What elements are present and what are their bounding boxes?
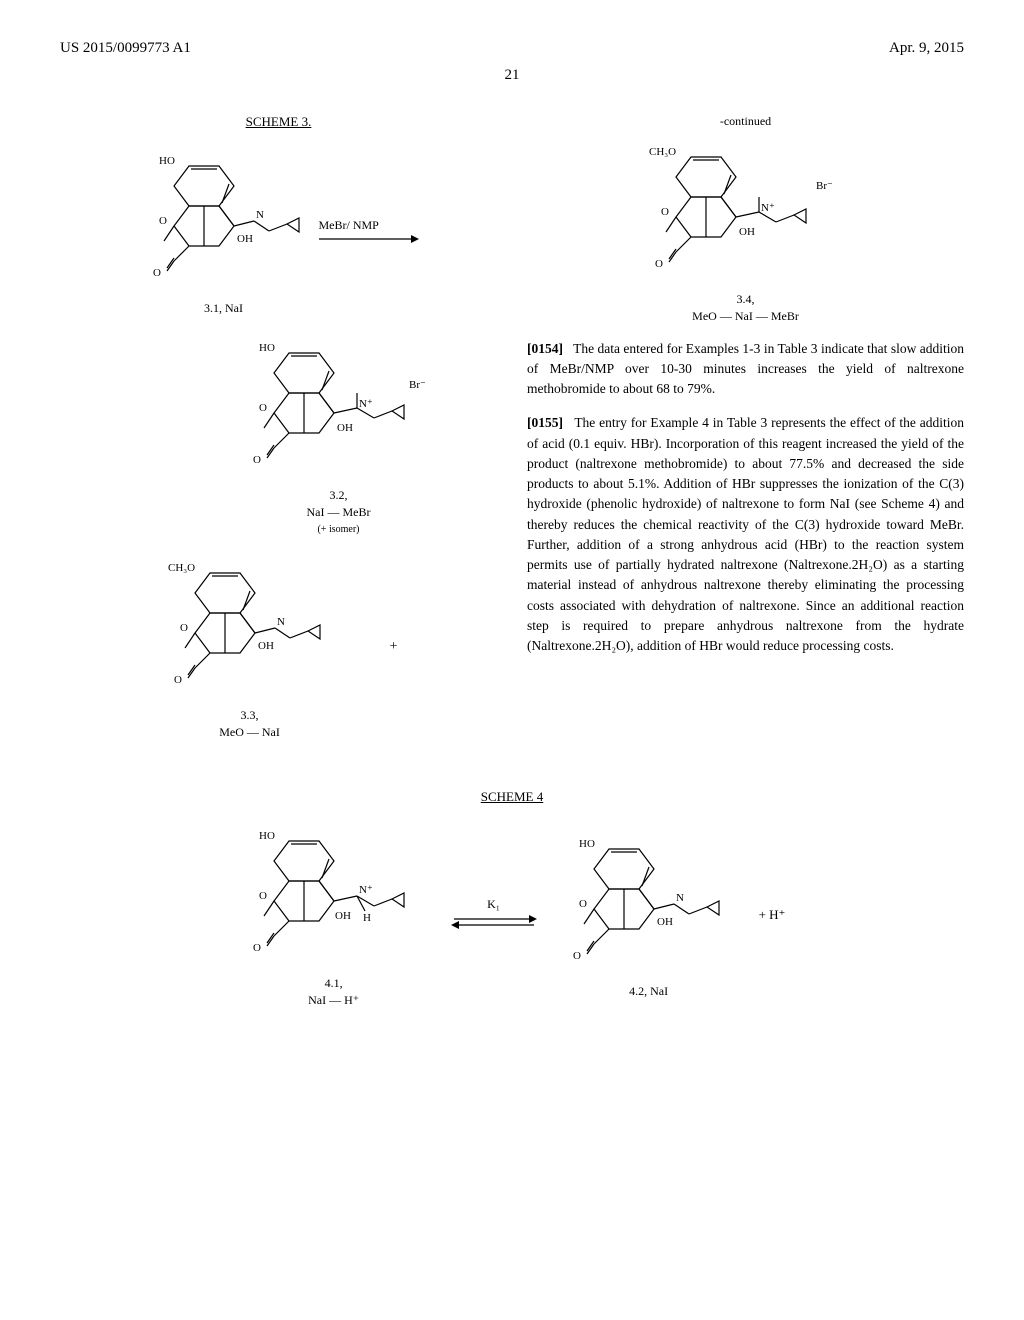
scheme4-row: HO O O OH N⁺ H 4.1, NaI — H⁺ K₁ [60, 813, 964, 1017]
k1-label: K₁ [449, 897, 539, 912]
svg-text:O: O [661, 206, 669, 218]
page-number: 21 [60, 67, 964, 84]
para-text-0155: The entry for Example 4 in Table 3 repre… [527, 415, 964, 653]
svg-text:O: O [180, 622, 188, 634]
compound-4-1-label: 4.1, NaI — H⁺ [308, 975, 359, 1009]
plus-h-label: + H⁺ [759, 907, 786, 923]
para-num-0154: [0154] [527, 341, 563, 356]
structure-4-2-svg: HO O O OH N [559, 829, 739, 979]
arrow-icon [319, 233, 419, 245]
two-column-body: SCHEME 3. [60, 114, 964, 749]
structure-3-4-svg: CH₃O O O OH N⁺ Br⁻ [641, 137, 851, 287]
arrow-1-label: MeBr/ NMP [319, 218, 419, 233]
svg-text:O: O [253, 454, 261, 466]
svg-text:N⁺: N⁺ [761, 202, 775, 214]
equilibrium-arrow-icon [449, 912, 539, 932]
svg-text:CH₃O: CH₃O [168, 562, 195, 574]
svg-text:N⁺: N⁺ [359, 398, 373, 410]
svg-text:O: O [259, 890, 267, 902]
para-text-0154: The data entered for Examples 1-3 in Tab… [527, 341, 964, 397]
svg-text:OH: OH [657, 916, 673, 928]
compound-4-2-label: 4.2, NaI [629, 983, 668, 1000]
svg-text:O: O [579, 898, 587, 910]
svg-text:O: O [253, 942, 261, 954]
compound-3-4-label: 3.4, MeO — NaI — MeBr [692, 291, 799, 325]
svg-text:OH: OH [258, 640, 274, 652]
scheme3-title: SCHEME 3. [60, 114, 497, 130]
svg-text:HO: HO [579, 838, 595, 850]
label-oh: OH [237, 233, 253, 245]
paragraph-0155: [0155] The entry for Example 4 in Table … [527, 413, 964, 656]
compound-3-3: CH₃O O O OH N 3.3, MeO — NaI [160, 553, 340, 741]
svg-text:N: N [277, 616, 285, 628]
compound-3-1: HO O O OH N 3.1, NaI [139, 146, 309, 317]
left-column: SCHEME 3. [60, 114, 497, 749]
compound-3-2: HO O O OH N⁺ Br⁻ 3.2, NaI — MeBr (+ isom… [180, 333, 497, 538]
label-n: N [256, 209, 264, 221]
compound-3-1-label: 3.1, NaI [204, 300, 243, 317]
equilibrium-arrow: K₁ [449, 897, 539, 932]
scheme4-title: SCHEME 4 [60, 789, 964, 805]
scheme3-row1: HO O O OH N 3.1, NaI MeBr/ NMP [60, 138, 497, 325]
right-column: -continued [527, 114, 964, 749]
svg-text:O: O [573, 950, 581, 962]
label-ho: HO [159, 155, 175, 167]
svg-text:H: H [363, 912, 371, 924]
svg-text:O: O [174, 674, 182, 686]
br-label-3-4: Br⁻ [816, 180, 833, 192]
svg-text:OH: OH [335, 910, 351, 922]
plus-sign-3-3: + [390, 639, 398, 655]
arrow-1: MeBr/ NMP [319, 218, 419, 245]
compound-4-2: HO O O OH N 4.2, NaI [559, 829, 739, 1000]
compound-3-3-label: 3.3, MeO — NaI [219, 707, 280, 741]
page-header: US 2015/0099773 A1 Apr. 9, 2015 [60, 40, 964, 57]
svg-text:HO: HO [259, 342, 275, 354]
publication-number: US 2015/0099773 A1 [60, 40, 191, 57]
svg-text:O: O [655, 258, 663, 270]
paragraph-0154: [0154] The data entered for Examples 1-3… [527, 339, 964, 400]
publication-date: Apr. 9, 2015 [889, 40, 964, 57]
svg-text:N⁺: N⁺ [359, 884, 373, 896]
continued-label: -continued [527, 114, 964, 129]
structure-3-3-svg: CH₃O O O OH N [160, 553, 340, 703]
svg-text:O: O [259, 402, 267, 414]
svg-text:N: N [676, 892, 684, 904]
structure-3-1-svg: HO O O OH N [139, 146, 309, 296]
structure-4-1-svg: HO O O OH N⁺ H [239, 821, 429, 971]
compound-4-1: HO O O OH N⁺ H 4.1, NaI — H⁺ [239, 821, 429, 1009]
scheme3-row3: CH₃O O O OH N 3.3, MeO — NaI + [60, 545, 497, 749]
svg-text:OH: OH [739, 226, 755, 238]
structure-3-2-svg: HO O O OH N⁺ Br⁻ [239, 333, 439, 483]
label-o2: O [153, 267, 161, 279]
br-label-3-2: Br⁻ [409, 379, 426, 391]
scheme4-container: SCHEME 4 [60, 789, 964, 1017]
svg-text:HO: HO [259, 830, 275, 842]
compound-3-2-label: 3.2, NaI — MeBr (+ isomer) [307, 487, 371, 538]
svg-text:OH: OH [337, 422, 353, 434]
label-o: O [159, 215, 167, 227]
compound-3-4: CH₃O O O OH N⁺ Br⁻ 3.4, MeO — NaI — MeBr [527, 137, 964, 325]
para-num-0155: [0155] [527, 415, 563, 430]
svg-text:CH₃O: CH₃O [649, 146, 676, 158]
